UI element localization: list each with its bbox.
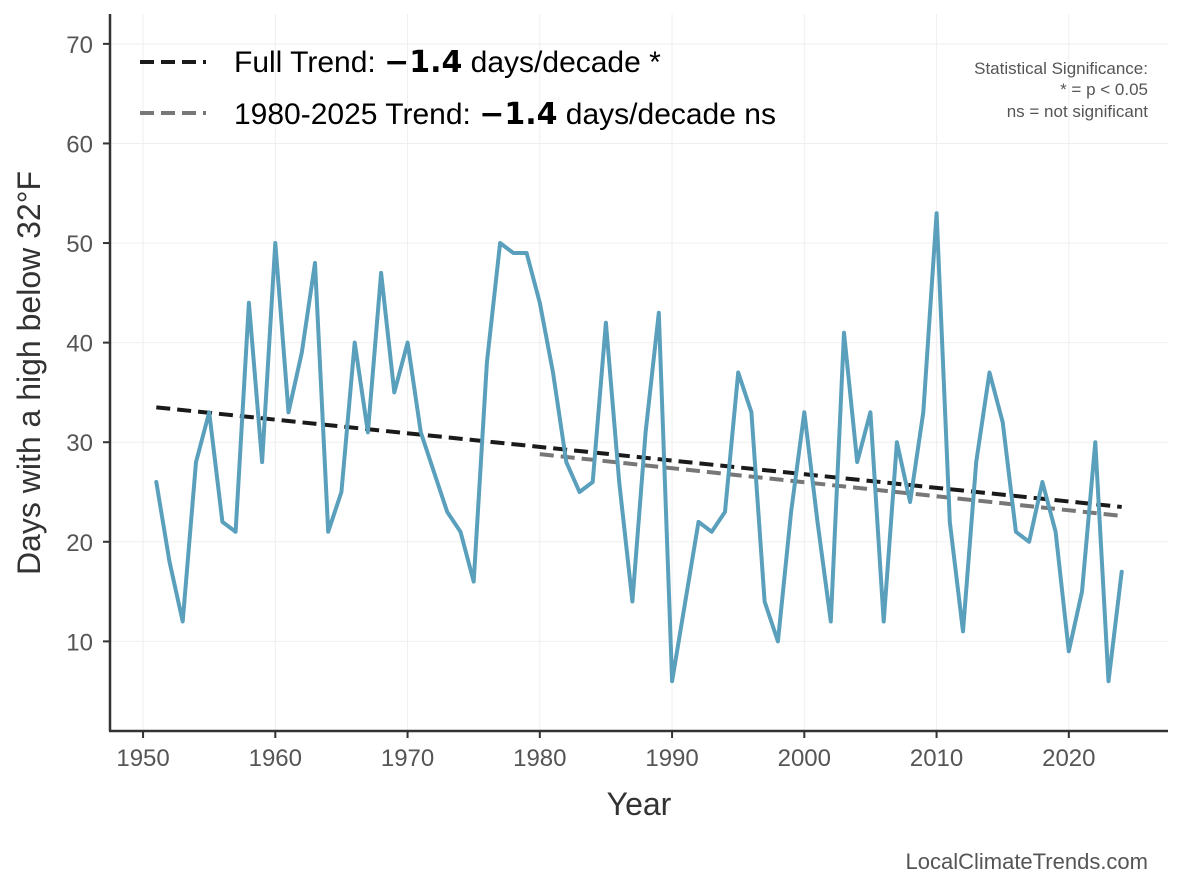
trend-lines bbox=[156, 405, 1122, 518]
legend-full-prefix: Full Trend: bbox=[234, 46, 384, 79]
legend-recent-suffix: days/decade ns bbox=[557, 98, 775, 131]
legend: Full Trend: −1.4 days/decade * 1980-2025… bbox=[140, 45, 776, 132]
trend-line-recent bbox=[539, 452, 1122, 518]
x-tick-label: 1980 bbox=[513, 745, 566, 772]
source-credit: LocalClimateTrends.com bbox=[906, 849, 1149, 874]
significance-note-line-1: Statistical Significance: bbox=[974, 59, 1148, 78]
y-tick-label: 30 bbox=[66, 430, 93, 457]
x-tick-label: 1990 bbox=[645, 745, 698, 772]
series-line bbox=[154, 211, 1124, 684]
ticks: 1950 1960 1970 1980 1990 2000 2010 2020 10 20 30 40… bbox=[66, 32, 1095, 772]
significance-note: Statistical Significance: * = p < 0.05 n… bbox=[974, 59, 1148, 121]
x-tick-label: 2020 bbox=[1042, 745, 1095, 772]
axes bbox=[108, 14, 1168, 733]
legend-recent-prefix: 1980-2025 Trend: bbox=[234, 98, 479, 131]
grid bbox=[110, 14, 1168, 731]
x-tick-label: 2010 bbox=[910, 745, 963, 772]
y-tick-label: 40 bbox=[66, 331, 93, 358]
legend-entry-full-trend: Full Trend: −1.4 days/decade * bbox=[234, 45, 661, 80]
legend-full-value: −1.4 bbox=[384, 45, 462, 80]
y-tick-label: 50 bbox=[66, 231, 93, 258]
legend-recent-value: −1.4 bbox=[479, 97, 557, 132]
significance-note-line-3: ns = not significant bbox=[1007, 102, 1149, 121]
x-tick-label: 1970 bbox=[381, 745, 434, 772]
trend-line-full bbox=[156, 405, 1122, 509]
legend-full-suffix: days/decade * bbox=[462, 46, 661, 79]
y-axis-title: Days with a high below 32°F bbox=[11, 171, 47, 575]
legend-entry-recent-trend: 1980-2025 Trend: −1.4 days/decade ns bbox=[234, 97, 776, 132]
y-tick-label: 70 bbox=[66, 32, 93, 59]
y-tick-label: 60 bbox=[66, 131, 93, 158]
y-tick-label: 20 bbox=[66, 530, 93, 557]
series bbox=[154, 211, 1124, 684]
y-tick-label: 10 bbox=[66, 629, 93, 656]
significance-note-line-2: * = p < 0.05 bbox=[1060, 80, 1148, 99]
x-tick-label: 2000 bbox=[778, 745, 831, 772]
x-axis-title: Year bbox=[607, 786, 672, 822]
x-tick-label: 1960 bbox=[249, 745, 302, 772]
x-tick-label: 1950 bbox=[116, 745, 169, 772]
